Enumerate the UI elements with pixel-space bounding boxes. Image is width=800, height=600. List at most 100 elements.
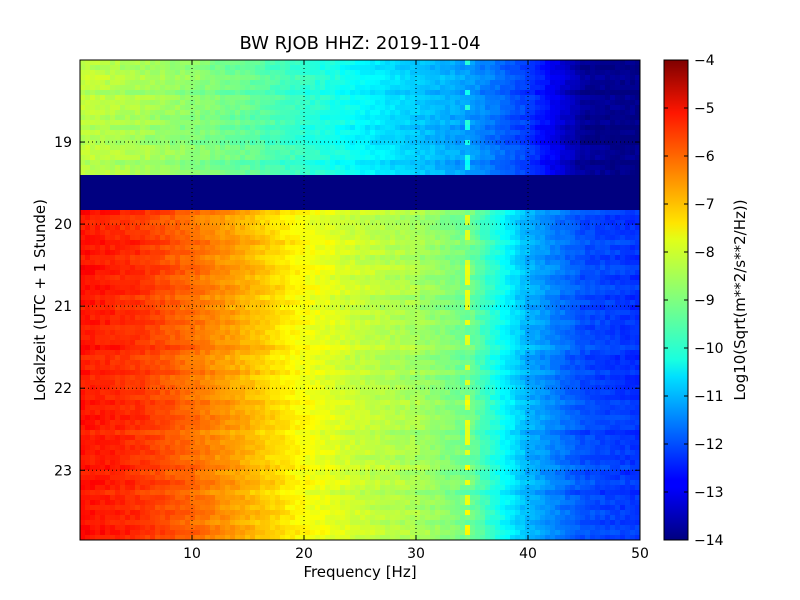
spectrogram-cell <box>580 100 586 106</box>
spectrogram-cell <box>635 190 640 196</box>
spectrogram-cell <box>245 140 251 146</box>
spectrogram-cell <box>115 75 121 81</box>
spectrogram-cell <box>565 90 571 96</box>
spectrogram-cell <box>520 60 526 66</box>
spectrogram-cell <box>580 275 586 281</box>
spectrogram-cell <box>575 250 581 256</box>
spectrogram-cell <box>245 255 251 261</box>
spectrogram-cell <box>380 180 386 186</box>
spectrogram-cell <box>535 125 541 131</box>
spectrogram-cell <box>165 245 171 251</box>
spectrogram-cell <box>495 135 501 141</box>
spectrogram-cell <box>340 230 346 236</box>
spectrogram-cell <box>250 270 256 276</box>
spectrogram-cell <box>215 200 221 206</box>
spectrogram-cell <box>240 155 246 161</box>
spectrogram-cell <box>635 260 640 266</box>
spectrogram-cell <box>180 115 186 121</box>
spectrogram-cell <box>415 140 421 146</box>
spectrogram-cell <box>500 180 506 186</box>
spectrogram-cell <box>165 80 171 86</box>
spectrogram-cell <box>80 225 86 231</box>
spectrogram-cell <box>100 225 106 231</box>
spectrogram-cell <box>155 235 161 241</box>
spectrogram-cell <box>515 75 521 81</box>
spectrogram-cell <box>520 155 526 161</box>
spectrogram-cell <box>140 155 146 161</box>
spectrogram-cell <box>350 115 356 121</box>
spectrogram-cell <box>420 205 426 211</box>
spectrogram-cell <box>375 120 381 126</box>
spectrogram-cell <box>535 270 541 276</box>
spectrogram-cell <box>245 65 251 71</box>
spectrogram-cell <box>235 260 241 266</box>
spectrogram-cell <box>600 95 606 101</box>
spectrogram-cell <box>635 180 640 186</box>
spectrogram-cell <box>380 110 386 116</box>
spectrogram-cell <box>335 95 341 101</box>
spectrogram-cell <box>350 120 356 126</box>
spectrogram-cell <box>585 120 591 126</box>
spectrogram-cell <box>445 150 451 156</box>
spectrogram-cell <box>485 110 491 116</box>
spectrogram-cell <box>585 105 591 111</box>
spectrogram-cell <box>390 195 396 201</box>
spectrogram-cell <box>225 95 231 101</box>
spectrogram-cell <box>225 235 231 241</box>
spectrogram-cell <box>425 205 431 211</box>
spectrogram-cell <box>225 220 231 226</box>
spectrogram-cell <box>605 185 611 191</box>
spectrogram-cell <box>605 205 611 211</box>
spectrogram-cell <box>580 135 586 141</box>
spectrogram-cell <box>315 70 321 76</box>
spectrogram-cell <box>520 115 526 121</box>
spectrogram-cell <box>375 195 381 201</box>
spectrogram-cell <box>435 205 441 211</box>
spectrogram-cell <box>310 75 316 81</box>
spectrogram-cell <box>610 210 616 216</box>
spectrogram-cell <box>255 195 261 201</box>
spectrogram-cell <box>105 220 111 226</box>
spectrogram-cell <box>550 220 556 226</box>
spectrogram-cell <box>330 195 336 201</box>
spectrogram-cell <box>150 125 156 131</box>
spectrogram-cell <box>565 130 571 136</box>
spectrogram-cell <box>530 85 536 91</box>
spectrogram-cell <box>365 110 371 116</box>
spectrogram-cell <box>185 95 191 101</box>
spectrogram-cell <box>95 210 101 216</box>
spectrogram-cell <box>250 205 256 211</box>
spectrogram-cell <box>560 270 566 276</box>
spectrogram-cell <box>495 140 501 146</box>
spectrogram-cell <box>290 65 296 71</box>
spectrogram-cell <box>95 120 101 126</box>
spectrogram-cell <box>615 140 621 146</box>
spectrogram-cell <box>115 165 121 171</box>
spectrogram-cell <box>405 235 411 241</box>
spectrogram-cell <box>515 250 521 256</box>
spectrogram-cell <box>345 115 351 121</box>
spectrogram-cell <box>490 200 496 206</box>
spectrogram-cell <box>535 230 541 236</box>
spectrogram-cell <box>90 150 96 156</box>
spectrogram-cell <box>620 240 626 246</box>
spectrogram-cell <box>295 125 301 131</box>
spectrogram-cell <box>495 160 501 166</box>
spectrogram-cell <box>205 235 211 241</box>
spectrogram-cell <box>490 155 496 161</box>
spectrogram-cell <box>150 80 156 86</box>
spectrogram-cell <box>390 130 396 136</box>
spectrogram-cell <box>285 270 291 276</box>
spectrogram-cell <box>190 230 196 236</box>
spectrogram-cell <box>545 110 551 116</box>
spectrogram-cell <box>120 150 126 156</box>
spectrogram-cell <box>330 240 336 246</box>
spectrogram-cell <box>135 145 141 151</box>
spectrogram-cell <box>415 85 421 91</box>
spectrogram-cell <box>330 140 336 146</box>
spectrogram-cell <box>190 105 196 111</box>
spectrogram-cell <box>100 90 106 96</box>
spectrogram-cell <box>445 275 451 281</box>
spectrogram-cell <box>625 260 631 266</box>
spectrogram-cell <box>520 135 526 141</box>
